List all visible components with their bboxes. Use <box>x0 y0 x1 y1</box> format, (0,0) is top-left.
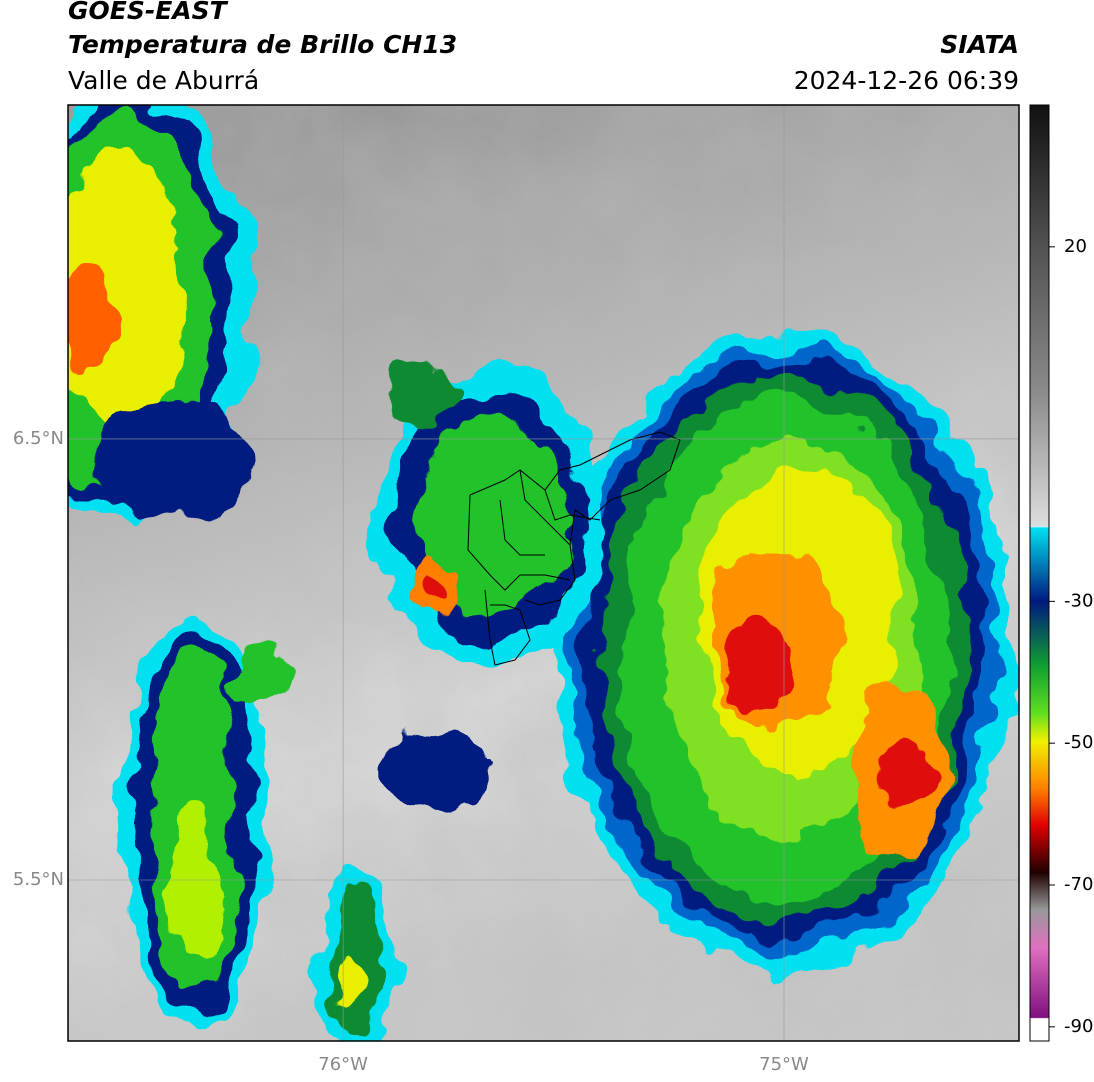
lat-label: 5.5°N <box>13 869 64 890</box>
colorbar-tick-label: -30 <box>1064 590 1093 611</box>
source: SIATA <box>940 30 1019 59</box>
subtitle: Temperatura de Brillo CH13 <box>68 30 457 59</box>
lon-label: 76°W <box>318 1054 368 1075</box>
colorbar-tick-label: -90 <box>1064 1016 1093 1037</box>
datetime: 2024-12-26 06:39 <box>794 66 1019 95</box>
colorbar-tick-label: 20 <box>1064 236 1087 257</box>
lon-label: 75°W <box>759 1054 809 1075</box>
municipal-boundaries <box>467 431 681 666</box>
title: GOES-EAST <box>68 0 229 25</box>
colorbar-tick-label: -70 <box>1064 874 1093 895</box>
satellite-image <box>68 105 1019 1041</box>
map-frame <box>67 104 1020 1042</box>
lat-label: 6.5°N <box>13 428 64 449</box>
colorbar <box>1029 104 1050 1042</box>
region: Valle de Aburrá <box>68 66 259 95</box>
colorbar-tick-label: -50 <box>1064 732 1093 753</box>
